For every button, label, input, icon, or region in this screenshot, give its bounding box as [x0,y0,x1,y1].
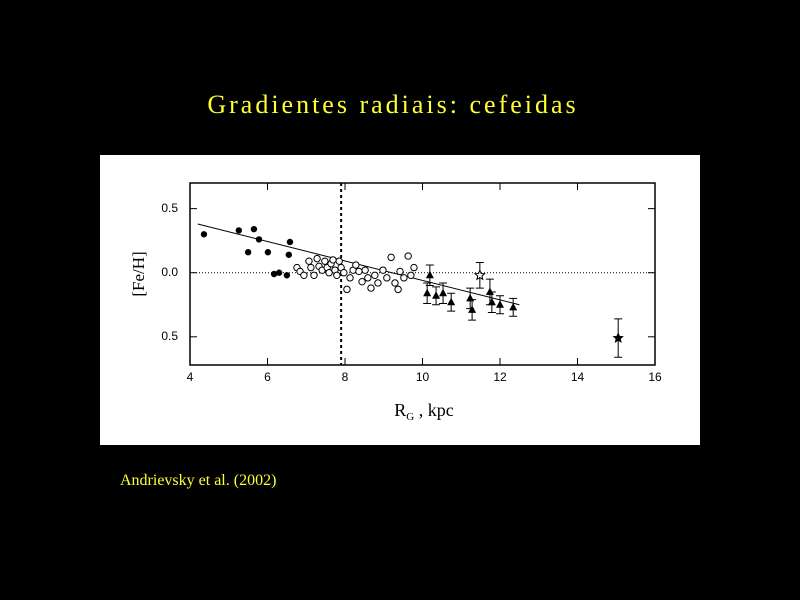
point [310,271,318,279]
point [286,238,294,246]
point [425,270,434,279]
x-tick-label: 12 [493,370,507,384]
point [423,288,432,297]
point [313,254,321,263]
point [612,332,624,343]
point [305,257,313,265]
point [285,251,293,258]
point [346,274,354,282]
point [340,269,348,277]
point [335,257,343,265]
point [432,291,441,299]
point [509,302,518,311]
point [400,274,408,282]
point [200,231,208,238]
figure-panel [100,155,700,445]
point [396,267,404,276]
point [407,271,415,279]
point [343,285,351,294]
point [250,225,258,233]
x-tick-label: 10 [416,370,430,384]
point [333,271,341,279]
x-tick-label: 8 [342,370,349,384]
slide-title: Gradientes radiais: cefeidas [207,90,578,119]
x-tick-label: 4 [187,370,194,384]
y-tick-label: 0.5 [161,329,178,343]
point [374,279,382,287]
point [496,300,504,308]
x-label-main: R [394,400,406,420]
point [270,270,278,278]
point [361,266,369,274]
point [447,297,456,306]
point [329,256,337,264]
point [255,236,263,243]
point [394,285,402,294]
point [264,249,272,256]
point [235,227,243,234]
point [300,271,308,279]
point [487,297,496,306]
point [283,272,291,279]
point [439,288,448,297]
point [352,261,360,269]
point [410,263,418,272]
point [473,268,486,281]
x-tick-label: 16 [648,370,662,384]
y-axis-label: [Fe/H] [129,251,148,296]
point [355,267,363,276]
y-tick-label: 0.5 [161,201,178,215]
point [367,284,375,292]
point [383,274,391,282]
y-tick-label: 0.0 [161,265,178,279]
point [358,277,366,286]
point [371,271,379,279]
x-label-rest: , kpc [414,400,454,420]
point [404,252,412,260]
point [275,269,283,276]
citation: Andrievsky et al. (2002) [120,472,276,489]
point [321,257,329,265]
point [387,253,395,262]
x-axis-label: RG , kpc [394,400,453,423]
x-label-sub: G [406,411,414,423]
x-tick-label: 14 [571,370,585,384]
point [307,263,315,272]
point [364,274,372,282]
point [468,305,477,313]
point [379,266,387,274]
point [391,279,399,287]
point [244,249,252,256]
x-tick-label: 6 [264,370,271,384]
